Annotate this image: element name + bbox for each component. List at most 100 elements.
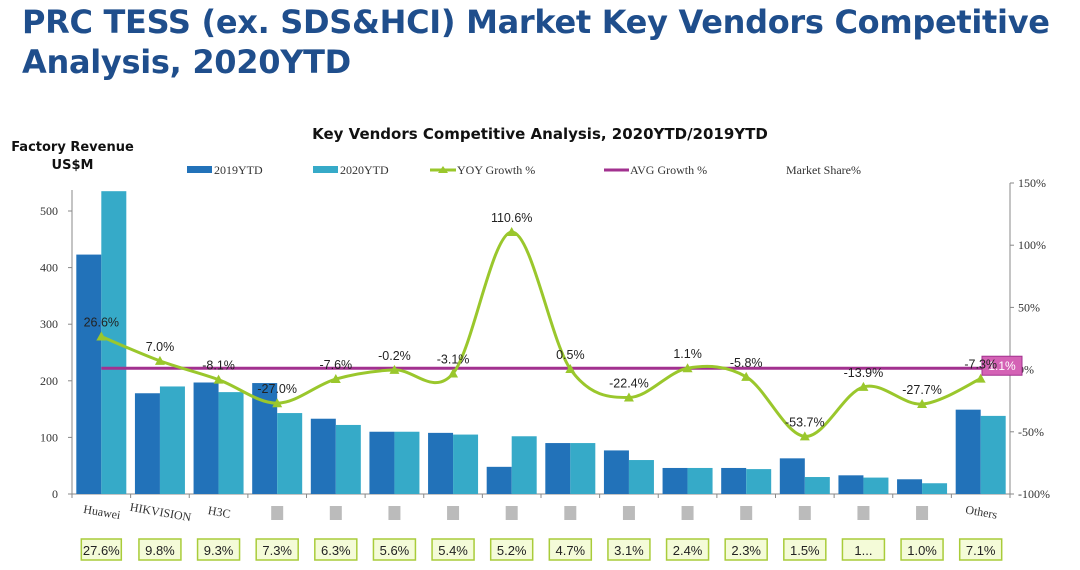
bar-2019ytd <box>662 467 688 494</box>
market-share-box <box>958 538 1003 561</box>
yoy-data-label: -53.7% <box>785 415 825 429</box>
y-tick-label: 300 <box>40 317 58 331</box>
legend-swatch-2019ytd <box>187 166 212 173</box>
bar-2019ytd <box>193 382 219 494</box>
y-tick-label: 100 <box>40 430 58 444</box>
bar-2019ytd <box>428 432 454 494</box>
bar-2019ytd <box>897 479 923 494</box>
category-label-obscured <box>564 506 577 520</box>
yoy-point <box>623 392 634 402</box>
yoy-data-label: -27.7% <box>902 383 942 397</box>
yoy-point <box>96 331 107 341</box>
yoy-data-label: -13.9% <box>844 366 884 380</box>
market-share-box <box>900 538 944 561</box>
bar-2020ytd <box>570 443 596 494</box>
market-share-box <box>138 538 182 561</box>
market-share-label: 1.0% <box>907 543 937 558</box>
yoy-point <box>565 363 576 373</box>
market-share-label: 5.6% <box>380 543 410 558</box>
legend-label-2020ytd: 2020YTD <box>340 163 389 177</box>
legend-marker-yoy <box>438 166 448 173</box>
bar-2019ytd <box>955 409 981 494</box>
yoy-data-label: -7.3% <box>964 358 997 372</box>
y-tick-label: 0 <box>52 487 58 501</box>
y-tick-label: 400 <box>40 261 58 275</box>
bar-2020ytd <box>746 469 772 494</box>
market-share-label: 1... <box>854 543 872 558</box>
market-share-box <box>783 538 827 561</box>
category-label-obscured <box>447 506 460 520</box>
y-tick-label: 500 <box>40 204 58 218</box>
market-share-label: 3.1% <box>614 543 644 558</box>
legend-label-market-share: Market Share% <box>786 163 861 177</box>
avg-growth-badge <box>981 355 1023 376</box>
y-tick-label: 200 <box>40 374 58 388</box>
bar-2020ytd <box>863 477 889 494</box>
yoy-data-label: -8.1% <box>202 359 235 373</box>
legend-label-yoy: YOY Growth % <box>457 163 535 177</box>
category-label-obscured <box>505 506 518 520</box>
market-share-box <box>841 538 886 561</box>
category-label: HIKVISION <box>129 500 193 525</box>
yoy-data-label: 0.5% <box>556 348 585 362</box>
market-share-label: 9.3% <box>204 543 234 558</box>
bar-2019ytd <box>838 475 864 494</box>
y2-tick-label: -100% <box>1018 487 1050 501</box>
market-share-label: 1.5% <box>790 543 820 558</box>
market-share-box <box>607 538 651 561</box>
bar-2019ytd <box>486 466 512 494</box>
market-share-box <box>489 538 534 561</box>
category-label: Huawei <box>82 502 122 522</box>
yoy-data-label: 7.0% <box>146 340 175 354</box>
bar-2020ytd <box>687 467 713 494</box>
market-share-box <box>80 538 123 561</box>
legend-label-avg: AVG Growth % <box>630 163 707 177</box>
category-label-obscured <box>329 506 342 520</box>
yoy-point <box>741 371 752 381</box>
category-label: H3C <box>207 503 232 521</box>
chart-title: Key Vendors Competitive Analysis, 2020YT… <box>312 125 768 143</box>
market-share-box <box>255 538 299 561</box>
market-share-box <box>196 538 241 561</box>
legend-swatch-2020ytd <box>313 166 338 173</box>
bar-2019ytd <box>603 450 629 494</box>
market-share-label: 27.6% <box>83 543 120 558</box>
bar-2020ytd <box>159 386 185 494</box>
bar-2020ytd <box>511 436 537 494</box>
bar-2020ytd <box>335 424 361 494</box>
yoy-data-label: -5.8% <box>730 356 763 370</box>
category-label-obscured <box>388 506 401 520</box>
category-label-obscured <box>271 506 284 520</box>
bar-2020ytd <box>277 413 303 494</box>
market-share-label: 5.4% <box>438 543 468 558</box>
y2-tick-label: 100% <box>1018 238 1046 252</box>
yoy-point <box>506 227 517 237</box>
market-share-box <box>548 538 593 561</box>
category-label-obscured <box>681 506 694 520</box>
yoy-data-label: 26.6% <box>84 316 119 330</box>
yoy-data-label: -3.1% <box>437 352 470 366</box>
bar-2019ytd <box>134 393 160 494</box>
market-share-label: 5.2% <box>497 543 527 558</box>
yoy-point <box>448 368 459 378</box>
yoy-data-label: -22.4% <box>609 376 649 390</box>
market-share-label: 7.1% <box>966 543 996 558</box>
legend-label-2019ytd: 2019YTD <box>214 163 263 177</box>
yoy-point <box>330 374 341 384</box>
yoy-data-label: 110.6% <box>491 211 532 225</box>
category-label: Others <box>964 502 998 521</box>
bar-2019ytd <box>76 254 102 494</box>
yoy-point <box>858 381 869 391</box>
category-label-obscured <box>622 506 635 520</box>
market-share-label: 9.8% <box>145 543 175 558</box>
avg-growth-label: 1.1% <box>988 359 1016 373</box>
market-share-box <box>372 538 417 561</box>
yoy-point <box>154 355 165 365</box>
bar-2020ytd <box>804 477 830 494</box>
category-label-obscured <box>916 506 929 520</box>
market-share-box <box>314 538 358 561</box>
bar-2020ytd <box>394 431 420 494</box>
bar-2020ytd <box>218 392 244 494</box>
bar-2020ytd <box>453 434 479 494</box>
